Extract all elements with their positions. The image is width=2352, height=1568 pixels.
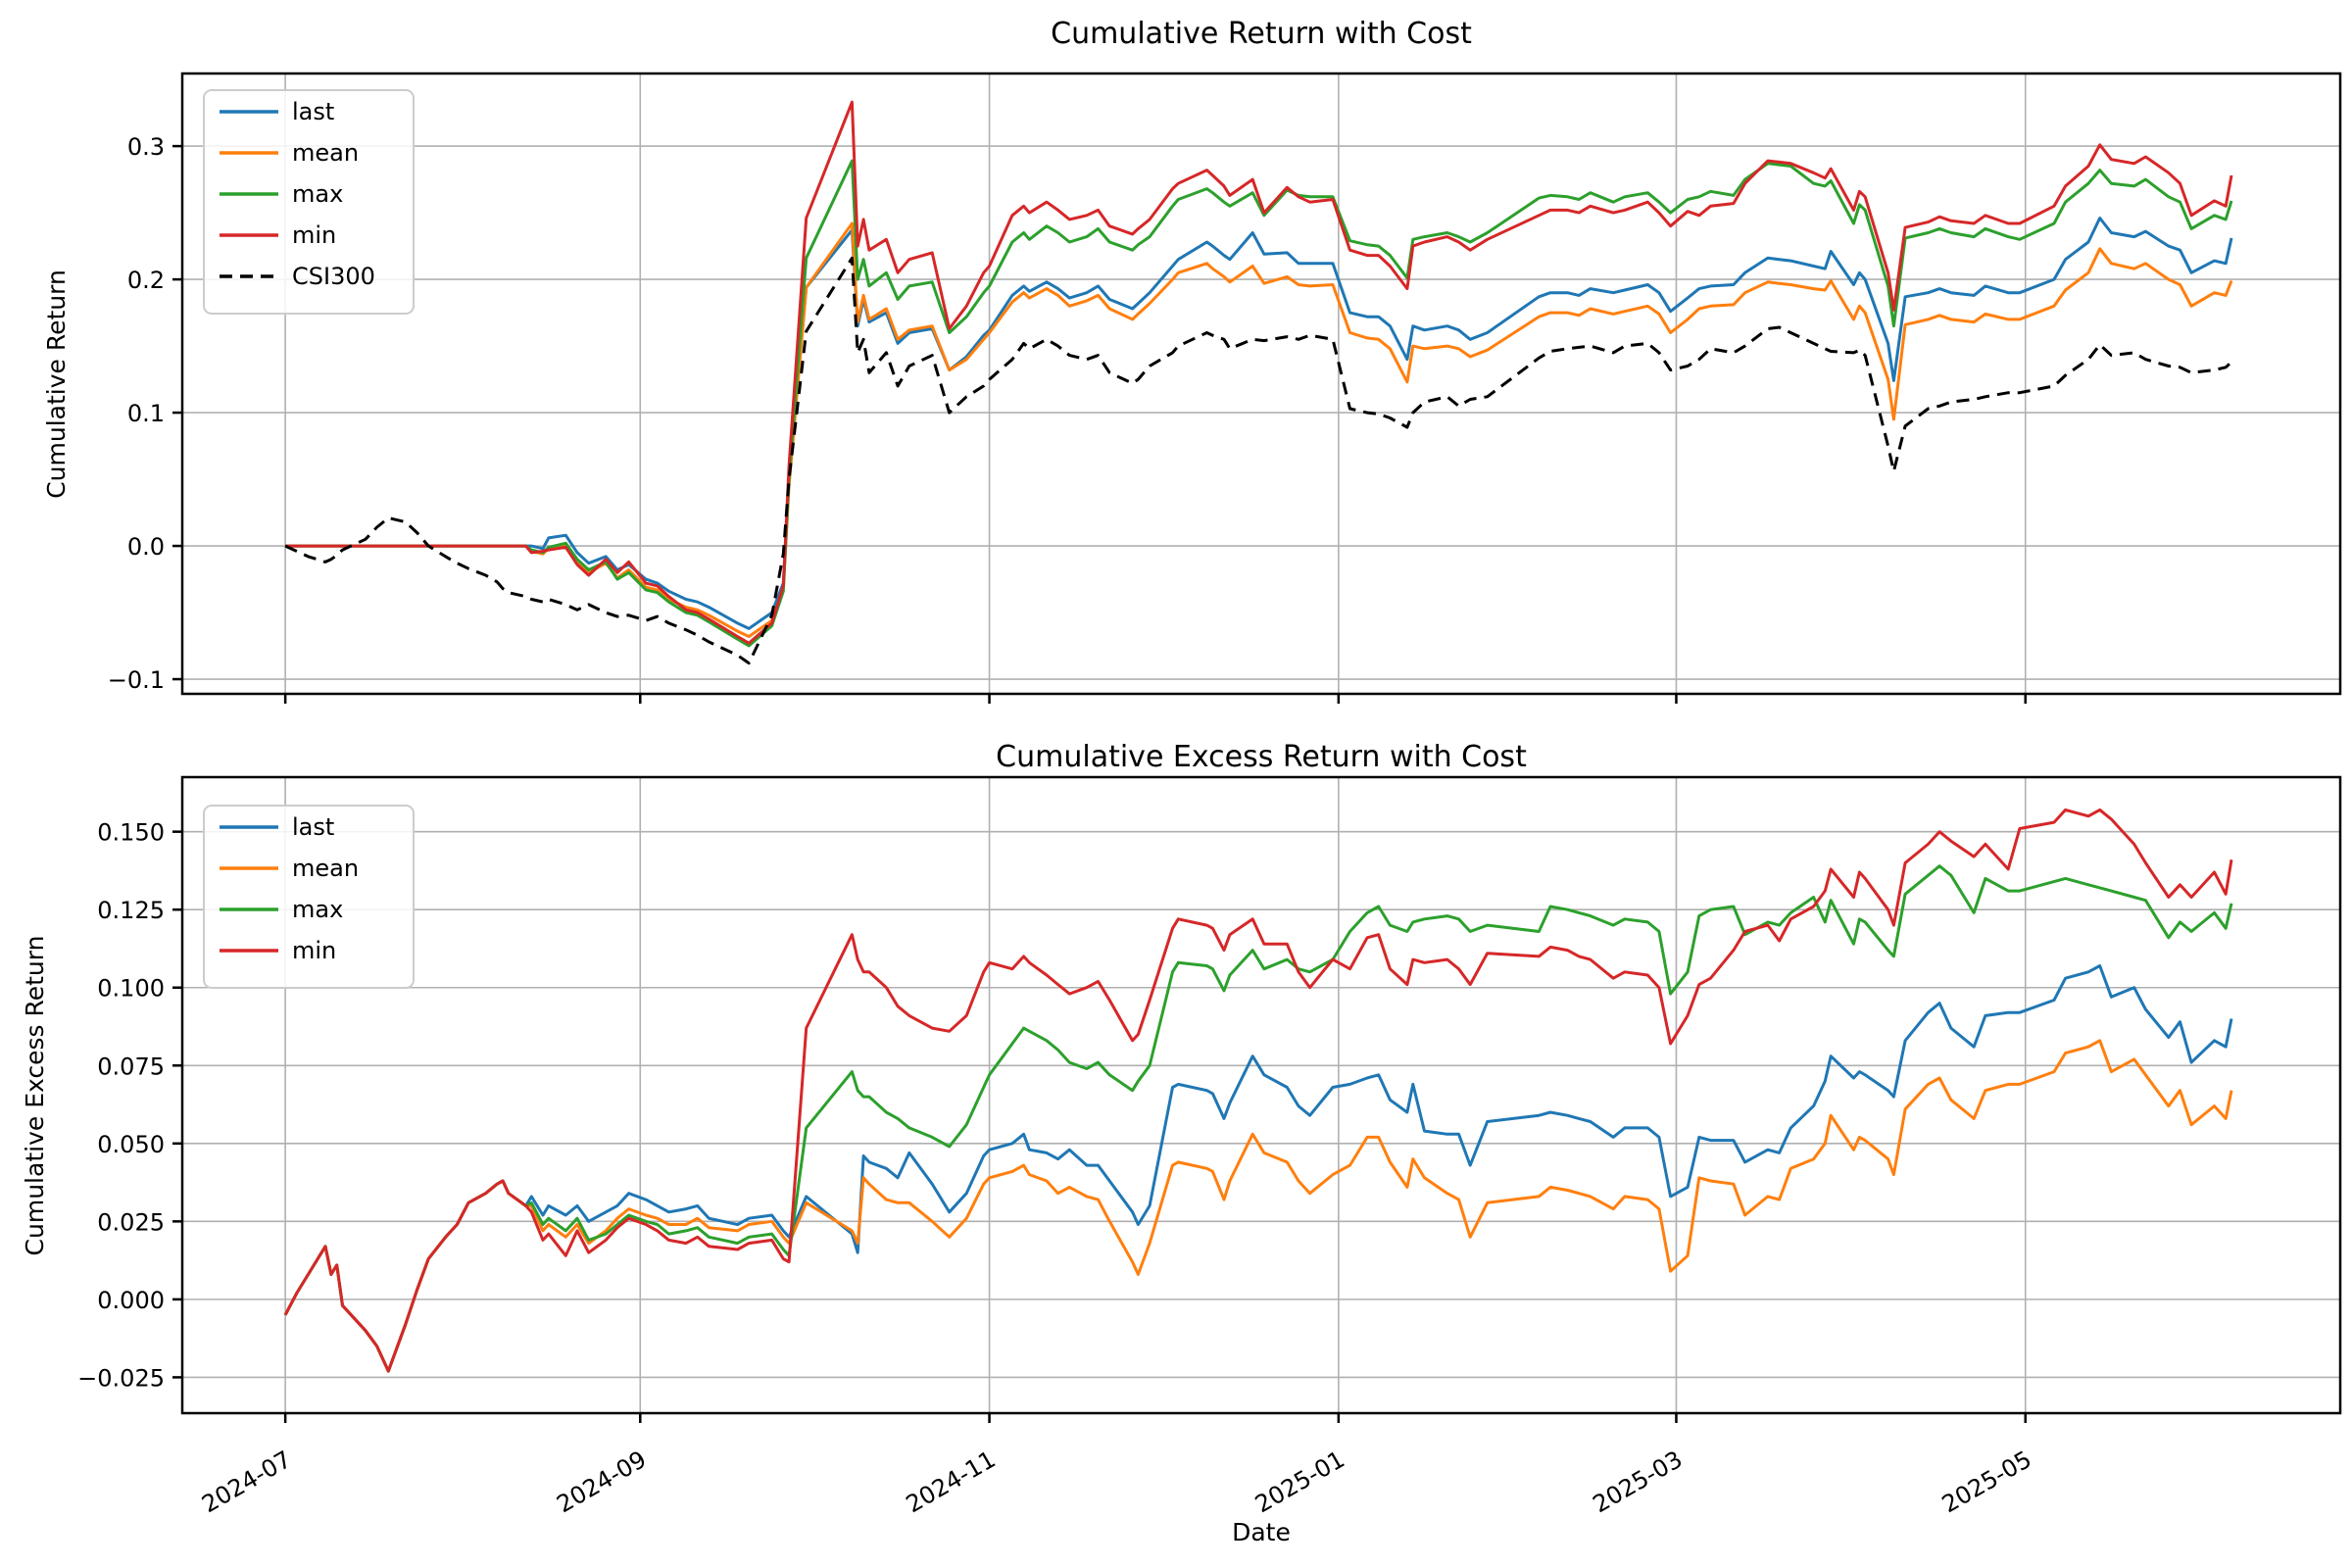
series-line-csi300: [284, 256, 2233, 665]
y-tick-label: 0.150: [97, 819, 165, 847]
legend-frame: [203, 89, 415, 315]
y-tick-label: 0.100: [97, 975, 165, 1003]
x-tick-label: 2024-09: [552, 1446, 651, 1518]
plot-area: [182, 74, 2340, 694]
legend-label-max: max: [292, 180, 343, 208]
legend-frame: [203, 805, 415, 989]
bottom-chart-title: Cumulative Excess Return with Cost: [996, 740, 1527, 774]
legend-label-min: min: [292, 937, 336, 964]
y-tick-label: −0.1: [108, 666, 165, 694]
legend-label-mean: mean: [292, 855, 359, 882]
y-tick-label: 0.2: [127, 267, 165, 294]
y-tick-label: −0.025: [77, 1364, 165, 1392]
series-line-min: [285, 100, 2233, 645]
series-line-last: [285, 217, 2233, 630]
y-tick-label: 0.0: [127, 533, 165, 561]
legend-label-min: min: [292, 221, 336, 249]
x-axis-label: Date: [1232, 1518, 1291, 1546]
x-tick-label: 2024-11: [902, 1446, 1001, 1518]
x-tick-label: 2025-05: [1937, 1446, 2036, 1518]
y-tick-label: 0.000: [97, 1287, 165, 1314]
legend-label-last: last: [292, 98, 334, 125]
legend-label-mean: mean: [292, 139, 359, 167]
top-chart-ylabel: Cumulative Return: [42, 270, 71, 499]
legend-label-max: max: [292, 896, 343, 923]
axes-spines: [180, 72, 2342, 696]
y-tick-label: 0.125: [97, 897, 165, 924]
legend-label-csi300: CSI300: [292, 263, 375, 290]
top-chart-title: Cumulative Return with Cost: [1051, 17, 1472, 51]
bottom-chart: −0.025 0.000 0.025 0.050 0.075 0.100 0.125 0.15…: [77, 775, 2342, 1518]
plot-area: [182, 777, 2340, 1413]
x-tick-label: 2024-07: [197, 1446, 296, 1518]
y-tick-label: 0.025: [97, 1208, 165, 1236]
y-tick-label: 0.3: [127, 133, 165, 161]
legend-label-last: last: [292, 813, 334, 841]
series-line-mean: [283, 1039, 2233, 1373]
series-line-min: [283, 808, 2233, 1373]
top-chart: −0.1 0.0 0.1 0.2 0.3 last mean max min CSI300: [108, 72, 2342, 704]
x-tick-label: 2025-03: [1589, 1446, 1688, 1518]
x-tick-label: 2025-01: [1250, 1446, 1349, 1518]
bottom-chart-ylabel: Cumulative Excess Return: [21, 936, 49, 1256]
axes-spines: [180, 775, 2342, 1415]
legend: last mean max min CSI300: [203, 89, 415, 315]
series-line-max: [283, 864, 2233, 1373]
y-tick-label: 0.050: [97, 1131, 165, 1158]
y-tick-label: 0.1: [127, 400, 165, 427]
legend: last mean max min: [203, 805, 415, 989]
y-tick-label: 0.075: [97, 1053, 165, 1080]
series-line-last: [283, 964, 2233, 1373]
